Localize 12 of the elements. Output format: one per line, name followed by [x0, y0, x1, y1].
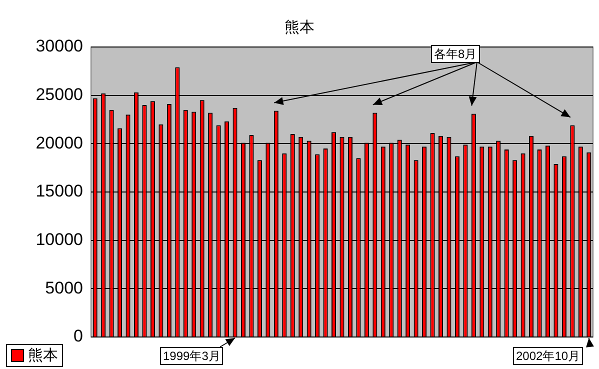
y-tick-label: 0	[74, 326, 83, 346]
legend-label: 熊本	[28, 346, 58, 365]
text: 2002年10月	[513, 347, 584, 365]
chart-title: 熊本	[284, 18, 316, 37]
annotation: 各年8月	[431, 45, 480, 63]
y-tick-label: 30000	[36, 36, 83, 56]
y-tick-label: 20000	[36, 133, 83, 152]
y-tick-label: 10000	[36, 230, 83, 250]
y-tick-label: 15000	[36, 182, 83, 201]
text: 1999年3月	[160, 347, 224, 365]
y-tick-label: 5000	[45, 278, 83, 298]
y-tick-label: 25000	[36, 85, 83, 104]
